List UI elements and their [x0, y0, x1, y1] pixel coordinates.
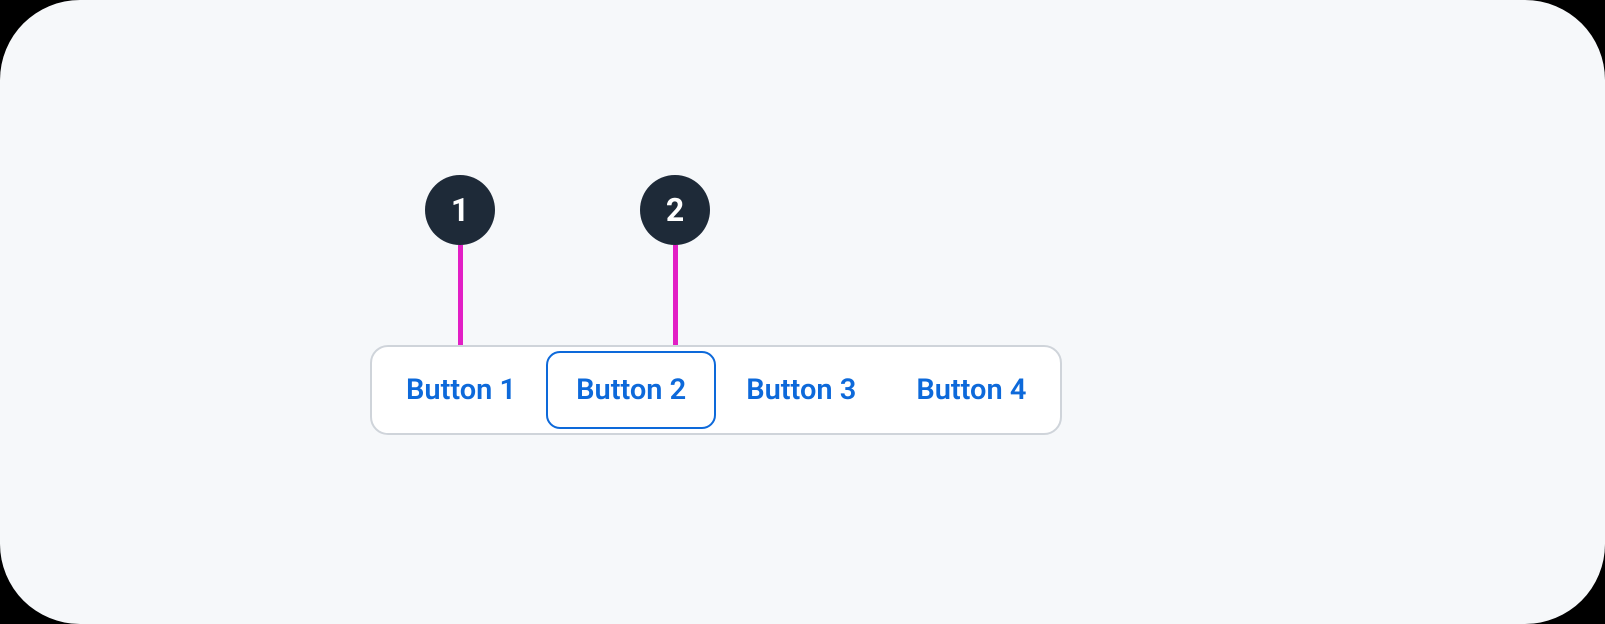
- callout-badge-1: 1: [425, 175, 495, 245]
- button-1[interactable]: Button 1: [376, 351, 546, 429]
- button-2[interactable]: Button 2: [546, 351, 716, 429]
- callout-line-1: [458, 245, 463, 348]
- callout-badge-2: 2: [640, 175, 710, 245]
- callout-1: 1: [425, 175, 495, 363]
- button-toolbar: Button 1 Button 2 Button 3 Button 4: [370, 345, 1062, 435]
- demo-panel: 1 2 Button 1 Button 2 Button 3 Button 4: [0, 0, 1605, 624]
- button-3[interactable]: Button 3: [716, 351, 886, 429]
- button-4[interactable]: Button 4: [886, 351, 1056, 429]
